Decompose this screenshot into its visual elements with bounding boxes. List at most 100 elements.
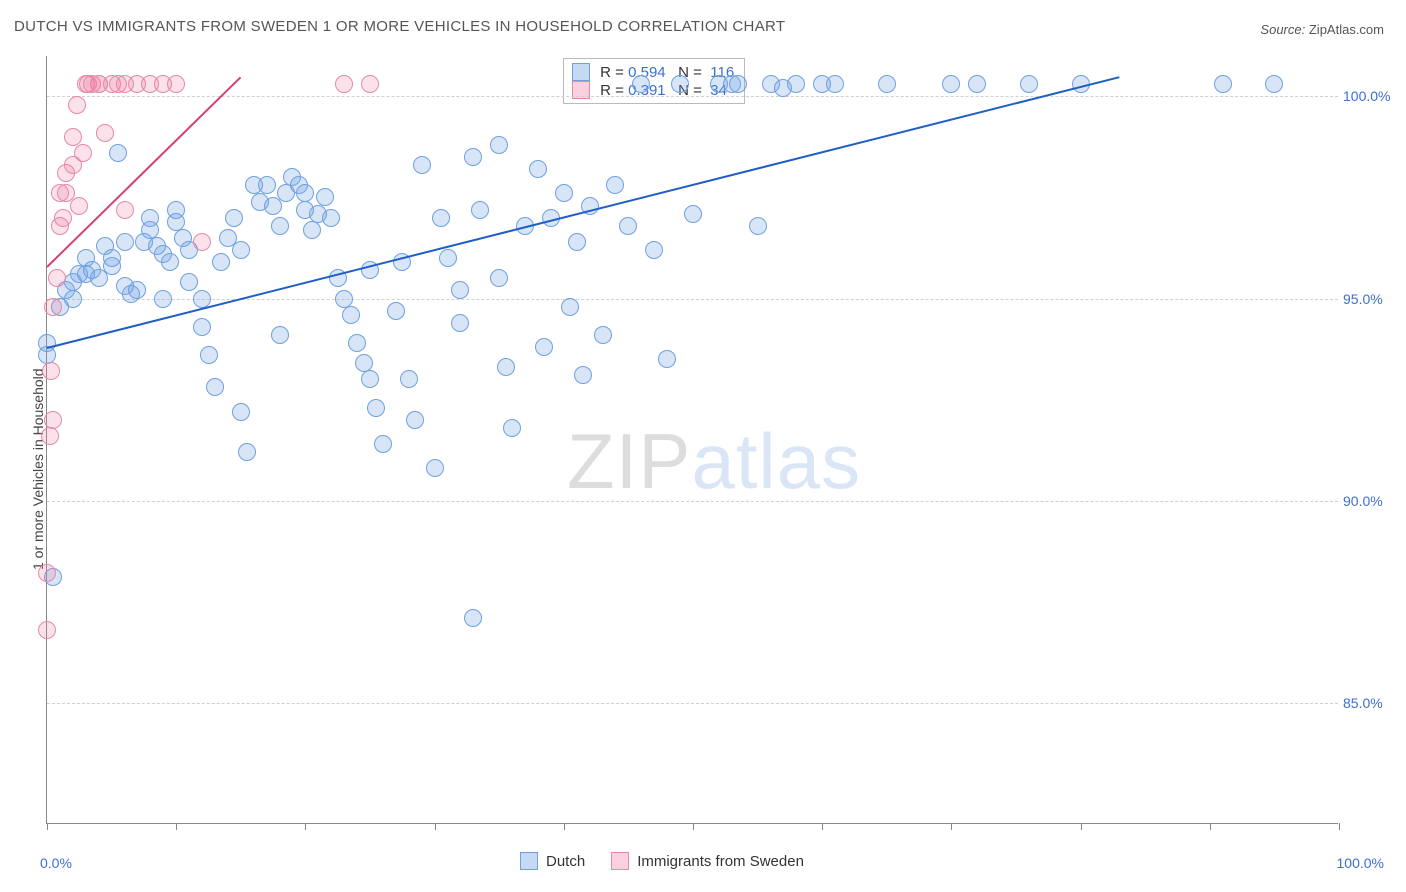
x-tick xyxy=(822,823,823,830)
y-tick-label: 100.0% xyxy=(1343,88,1398,104)
data-point xyxy=(387,302,405,320)
chart-container: DUTCH VS IMMIGRANTS FROM SWEDEN 1 OR MOR… xyxy=(0,0,1406,892)
data-point xyxy=(632,75,650,93)
data-point xyxy=(826,75,844,93)
data-point xyxy=(180,273,198,291)
data-point xyxy=(238,443,256,461)
data-point xyxy=(490,136,508,154)
trend-line xyxy=(47,76,1120,349)
data-point xyxy=(38,334,56,352)
data-point xyxy=(490,269,508,287)
legend-swatch xyxy=(520,852,538,870)
data-point xyxy=(942,75,960,93)
data-point xyxy=(161,253,179,271)
series-legend: DutchImmigrants from Sweden xyxy=(520,852,822,870)
data-point xyxy=(68,96,86,114)
legend-swatch xyxy=(572,63,590,81)
data-point xyxy=(367,399,385,417)
data-point xyxy=(64,290,82,308)
source-label: Source: xyxy=(1260,22,1305,37)
source-attribution: Source: ZipAtlas.com xyxy=(1260,22,1384,37)
data-point xyxy=(348,334,366,352)
data-point xyxy=(529,160,547,178)
data-point xyxy=(44,411,62,429)
y-axis-label: 1 or more Vehicles in Household xyxy=(30,368,46,570)
data-point xyxy=(193,318,211,336)
data-point xyxy=(44,298,62,316)
data-point xyxy=(464,148,482,166)
data-point xyxy=(555,184,573,202)
y-tick-label: 85.0% xyxy=(1343,695,1398,711)
data-point xyxy=(374,435,392,453)
y-tick-label: 95.0% xyxy=(1343,291,1398,307)
data-point xyxy=(426,459,444,477)
data-point xyxy=(154,290,172,308)
data-point xyxy=(406,411,424,429)
data-point xyxy=(568,233,586,251)
data-point xyxy=(968,75,986,93)
data-point xyxy=(335,75,353,93)
data-point xyxy=(74,144,92,162)
data-point xyxy=(594,326,612,344)
data-point xyxy=(103,249,121,267)
data-point xyxy=(361,370,379,388)
data-point xyxy=(413,156,431,174)
x-tick xyxy=(1210,823,1211,830)
data-point xyxy=(212,253,230,271)
data-point xyxy=(878,75,896,93)
x-tick xyxy=(564,823,565,830)
data-point xyxy=(671,75,689,93)
legend-swatch xyxy=(611,852,629,870)
data-point xyxy=(64,128,82,146)
data-point xyxy=(471,201,489,219)
data-point xyxy=(535,338,553,356)
data-point xyxy=(38,621,56,639)
data-point xyxy=(658,350,676,368)
data-point xyxy=(1020,75,1038,93)
x-tick xyxy=(951,823,952,830)
data-point xyxy=(432,209,450,227)
x-tick xyxy=(435,823,436,830)
data-point xyxy=(684,205,702,223)
data-point xyxy=(38,564,56,582)
gridline xyxy=(47,703,1338,704)
gridline xyxy=(47,96,1338,97)
data-point xyxy=(316,188,334,206)
data-point xyxy=(193,233,211,251)
data-point xyxy=(109,144,127,162)
x-axis-start-label: 0.0% xyxy=(40,855,72,871)
x-tick xyxy=(1339,823,1340,830)
watermark-atlas: atlas xyxy=(691,417,861,505)
data-point xyxy=(116,233,134,251)
data-point xyxy=(200,346,218,364)
data-point xyxy=(574,366,592,384)
data-point xyxy=(193,290,211,308)
data-point xyxy=(1214,75,1232,93)
data-point xyxy=(96,124,114,142)
data-point xyxy=(258,176,276,194)
data-point xyxy=(451,314,469,332)
plot-area: ZIPatlas R = 0.594 N = 116 R = 0.391 N =… xyxy=(46,56,1338,824)
source-value: ZipAtlas.com xyxy=(1309,22,1384,37)
data-point xyxy=(645,241,663,259)
data-point xyxy=(206,378,224,396)
data-point xyxy=(749,217,767,235)
data-point xyxy=(451,281,469,299)
data-point xyxy=(322,209,340,227)
data-point xyxy=(729,75,747,93)
data-point xyxy=(232,403,250,421)
data-point xyxy=(167,75,185,93)
data-point xyxy=(271,217,289,235)
legend-label: Immigrants from Sweden xyxy=(637,853,804,870)
data-point xyxy=(48,269,66,287)
data-point xyxy=(464,609,482,627)
data-point xyxy=(561,298,579,316)
data-point xyxy=(787,75,805,93)
data-point xyxy=(42,362,60,380)
data-point xyxy=(167,201,185,219)
data-point xyxy=(54,209,72,227)
watermark-zip: ZIP xyxy=(567,417,691,505)
data-point xyxy=(232,241,250,259)
chart-title: DUTCH VS IMMIGRANTS FROM SWEDEN 1 OR MOR… xyxy=(14,18,785,35)
x-tick xyxy=(305,823,306,830)
